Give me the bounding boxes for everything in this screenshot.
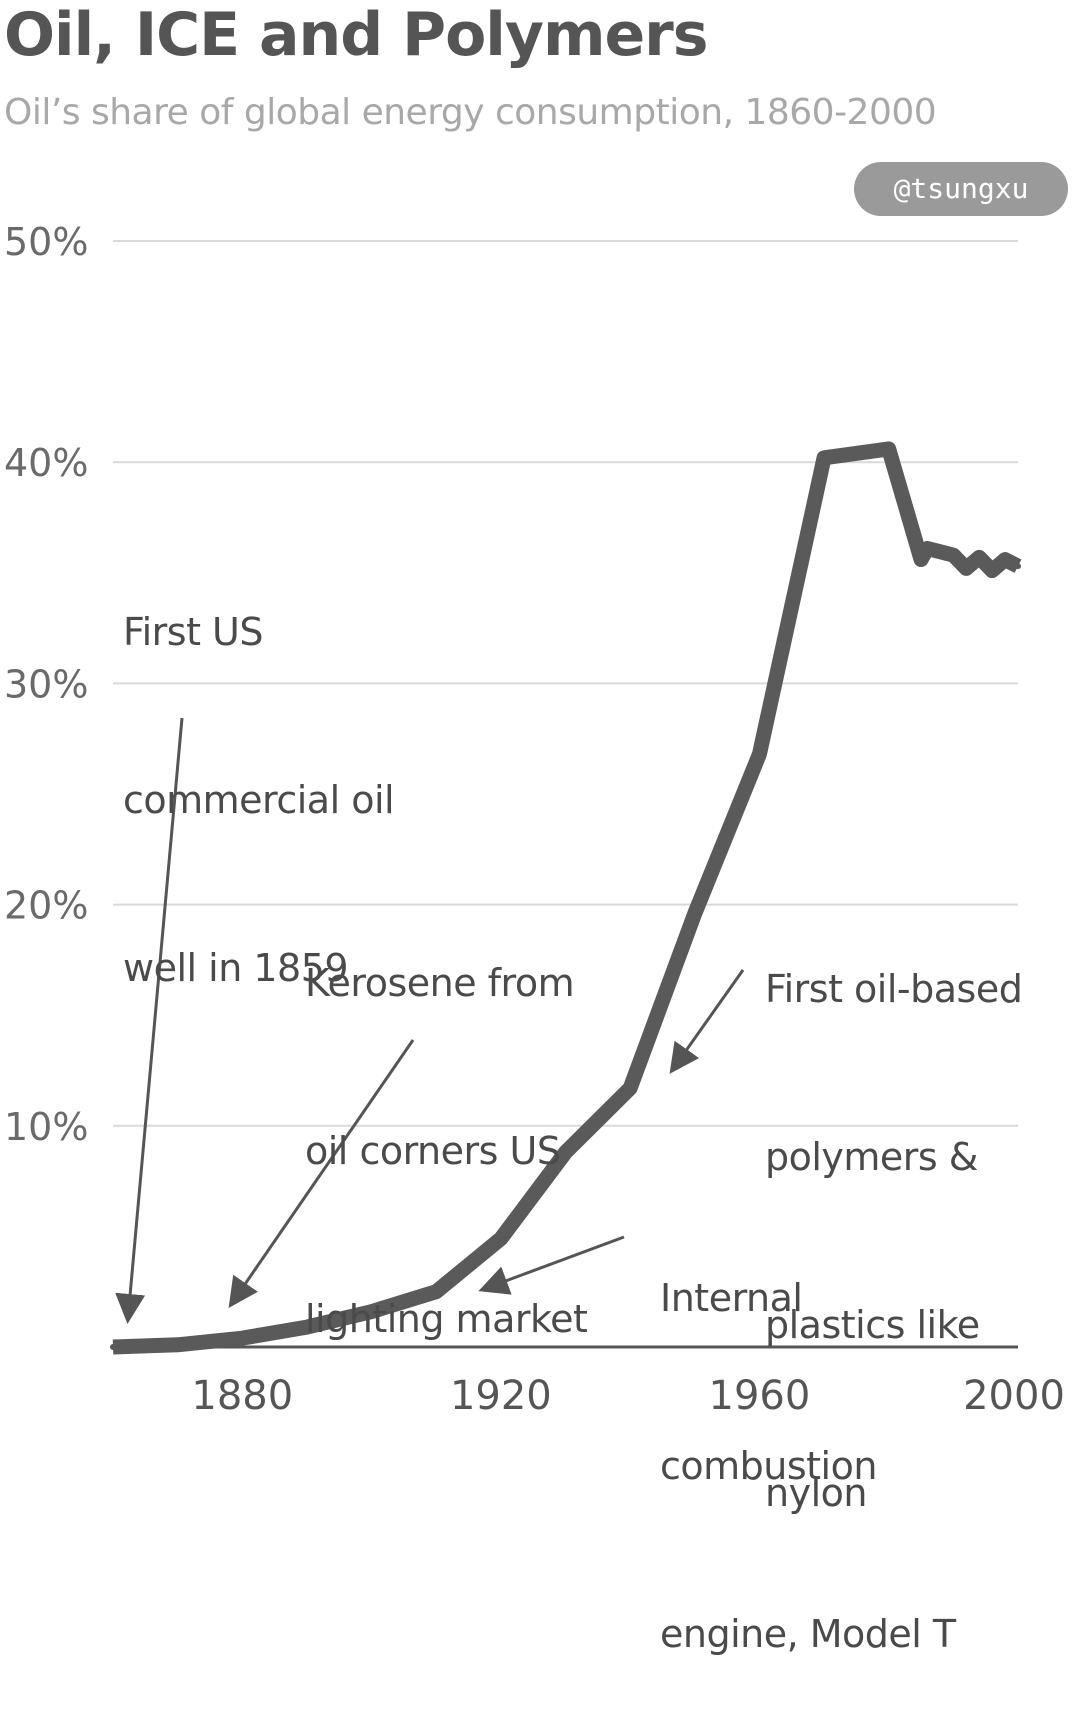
author-handle-badge: @tsungxu xyxy=(854,162,1068,216)
arrow-ice xyxy=(478,1235,625,1295)
annotation-line: well in 1859 xyxy=(123,946,349,990)
data-point xyxy=(1002,556,1009,563)
data-point xyxy=(433,1288,440,1295)
annotation-line: First oil-based xyxy=(765,967,1023,1011)
gridlines xyxy=(113,240,1018,1127)
annotation-line: First US xyxy=(123,610,263,654)
data-point xyxy=(368,1308,375,1315)
annotation-oil-well: First US commercial oil well in 1859 xyxy=(123,492,395,1052)
data-point xyxy=(627,1085,634,1092)
annotation-ice: Internal combustion engine, Model T xyxy=(660,1158,956,1718)
data-point xyxy=(303,1324,310,1331)
x-tick-label: 1880 xyxy=(191,1373,293,1418)
annotation-line: oil corners US xyxy=(305,1129,561,1173)
y-tick-label: 50% xyxy=(4,220,88,264)
annotation-line: Internal xyxy=(660,1276,803,1320)
chart-title: Oil, ICE and Polymers xyxy=(4,0,708,70)
line-chart: 10% 20% 30% 40% 50% 1880 1920 1960 2000 xyxy=(4,220,1065,1418)
annotation-line: engine, Model T xyxy=(660,1612,956,1656)
data-point xyxy=(1015,563,1021,570)
series xyxy=(110,441,1022,1355)
annotation-arrows xyxy=(115,717,745,1324)
data-point xyxy=(963,565,970,572)
annotation-line: Kerosene from xyxy=(305,961,575,1005)
data-point xyxy=(562,1149,569,1156)
data-point xyxy=(924,545,931,552)
y-tick-label: 10% xyxy=(4,1105,88,1149)
data-point xyxy=(976,554,983,561)
annotation-polymers: First oil-based polymers & plastics like… xyxy=(765,849,1023,1577)
data-point xyxy=(110,1344,116,1350)
data-point xyxy=(918,556,925,563)
data-point xyxy=(756,751,763,758)
data-point xyxy=(691,910,698,917)
data-point xyxy=(821,454,828,461)
data-point xyxy=(885,445,892,452)
x-tick-label: 1960 xyxy=(709,1373,811,1418)
axes: 10% 20% 30% 40% 50% 1880 1920 1960 2000 xyxy=(4,220,1065,1418)
data-point xyxy=(989,567,996,574)
data-point xyxy=(497,1235,504,1242)
annotation-line: combustion xyxy=(660,1444,877,1488)
chart-subtitle: Oil’s share of global energy consumption… xyxy=(4,92,937,133)
data-point xyxy=(239,1335,246,1342)
y-tick-label: 40% xyxy=(4,441,88,485)
annotation-line: polymers & xyxy=(765,1135,978,1179)
annotation-line: commercial oil xyxy=(123,778,395,822)
data-point xyxy=(950,552,957,559)
arrow-kerosene xyxy=(228,1039,415,1308)
arrow-oil-well xyxy=(115,717,184,1324)
y-tick-label: 30% xyxy=(4,662,88,706)
annotation-kerosene: Kerosene from oil corners US lighting ma… xyxy=(305,843,588,1403)
annotation-line: plastics like xyxy=(765,1303,980,1347)
x-tick-label: 2000 xyxy=(963,1373,1065,1418)
arrow-polymers xyxy=(669,969,745,1074)
y-tick-label: 20% xyxy=(4,884,88,928)
data-point xyxy=(174,1341,181,1348)
x-tick-label: 1920 xyxy=(450,1373,552,1418)
annotation-line: lighting market xyxy=(305,1297,588,1341)
